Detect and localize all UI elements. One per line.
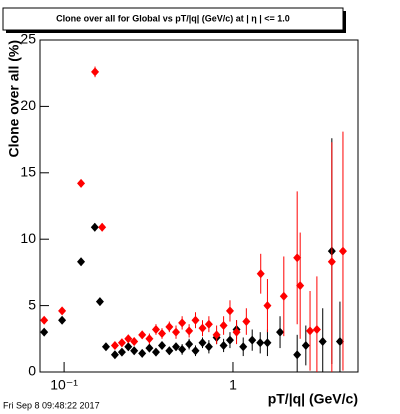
point <box>306 326 315 336</box>
point <box>165 322 174 332</box>
point <box>58 315 67 325</box>
point <box>198 323 207 333</box>
point <box>239 342 248 352</box>
point <box>232 327 241 337</box>
x-axis-label: pT/|q| (GeV/c) <box>268 391 358 407</box>
point <box>335 336 344 346</box>
point <box>198 338 207 348</box>
point <box>256 269 265 279</box>
point <box>90 222 99 232</box>
point <box>263 301 272 311</box>
point <box>248 335 257 345</box>
point <box>145 343 154 353</box>
point <box>124 342 133 352</box>
point <box>178 318 187 328</box>
point <box>40 315 49 325</box>
point <box>117 338 126 348</box>
point <box>225 335 234 345</box>
point <box>77 178 86 188</box>
point <box>276 327 285 337</box>
point <box>151 347 160 357</box>
point <box>77 257 86 267</box>
point <box>225 306 234 316</box>
point <box>185 339 194 349</box>
y-tick-label: 10 <box>20 230 36 246</box>
point <box>263 338 272 348</box>
point <box>172 342 181 352</box>
point <box>318 336 327 346</box>
point <box>296 281 305 291</box>
footer: Fri Sep 8 09:48:22 2017 <box>3 400 100 410</box>
chart-title: Clone over all for Global vs pT/|q| (GeV… <box>56 13 290 23</box>
point <box>219 340 228 350</box>
x-tick-label: 1 <box>229 377 237 393</box>
point <box>293 350 302 360</box>
point <box>204 319 213 329</box>
point <box>117 347 126 357</box>
point <box>95 297 104 307</box>
y-tick-label: 25 <box>20 31 36 47</box>
point <box>219 321 228 331</box>
point <box>191 346 200 356</box>
frame <box>39 39 359 373</box>
point <box>138 348 147 358</box>
point <box>130 346 139 356</box>
y-tick-label: 15 <box>20 164 36 180</box>
title-box <box>2 7 344 31</box>
point <box>165 346 174 356</box>
y-tick-label: 20 <box>20 97 36 113</box>
point <box>172 327 181 337</box>
x-tick-label: 10⁻¹ <box>50 377 78 393</box>
point <box>212 330 221 340</box>
point <box>110 340 119 350</box>
point <box>301 340 310 350</box>
point <box>256 338 265 348</box>
y-tick-label: 5 <box>28 296 36 312</box>
point <box>91 67 100 77</box>
point <box>327 257 336 267</box>
point <box>158 328 167 338</box>
point <box>242 317 251 327</box>
point <box>204 342 213 352</box>
point <box>191 315 200 325</box>
point <box>58 306 67 316</box>
point <box>279 291 288 301</box>
point <box>338 246 347 256</box>
point <box>185 326 194 336</box>
point <box>101 342 110 352</box>
point <box>40 327 49 337</box>
point <box>293 253 302 263</box>
point <box>124 334 133 344</box>
point <box>145 334 154 344</box>
point <box>98 222 107 232</box>
point <box>312 325 321 335</box>
point <box>130 336 139 346</box>
point <box>158 340 167 350</box>
point <box>110 350 119 360</box>
y-tick-label: 0 <box>28 363 36 379</box>
point <box>151 325 160 335</box>
y-axis-label: Clone over all (%) <box>6 40 22 157</box>
point <box>178 344 187 354</box>
point <box>138 330 147 340</box>
